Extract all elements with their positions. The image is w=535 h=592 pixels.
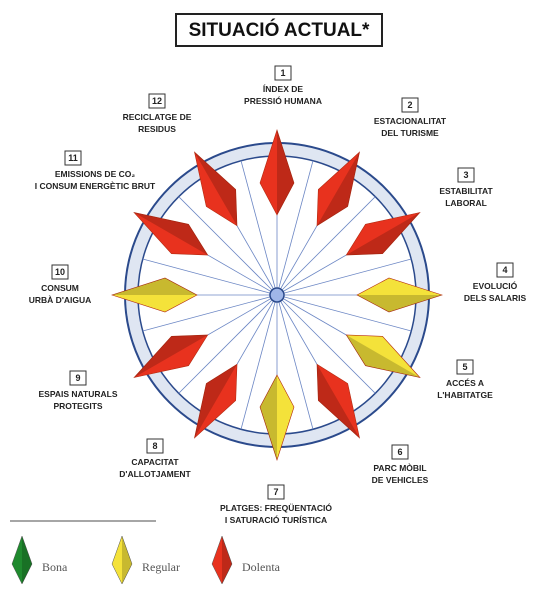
node-label: DE VEHICLES: [372, 475, 429, 485]
node-number: 2: [407, 100, 412, 110]
arrow-shade: [317, 364, 360, 438]
hub: [269, 287, 285, 303]
indicator-arrow: [316, 151, 360, 227]
legend-arrow: [111, 535, 133, 585]
node-label: RESIDUS: [138, 124, 176, 134]
number-box: [148, 93, 166, 109]
node-label: PARC MÒBIL: [373, 462, 426, 473]
indicator-arrow: [316, 363, 360, 439]
spoke: [276, 294, 314, 430]
indicator-arrow: [133, 212, 209, 256]
arrow-shade: [194, 152, 237, 226]
number-box: [274, 65, 292, 81]
compass: [124, 142, 430, 448]
indicator-arrow: [194, 363, 238, 439]
node-number: 8: [152, 441, 157, 451]
node-label: EMISSIONS DE CO₂: [55, 169, 136, 179]
number-box: [391, 444, 409, 460]
node-number: 4: [502, 265, 507, 275]
number-box: [267, 484, 285, 500]
number-box: [51, 264, 69, 280]
spoke: [276, 196, 376, 296]
number-box: [457, 167, 475, 183]
arrow-shade: [346, 212, 420, 255]
legend-shade: [22, 536, 32, 584]
node-label: D'ALLOTJAMENT: [119, 469, 191, 479]
node-label: ACCÉS A: [446, 378, 484, 388]
number-box: [496, 262, 514, 278]
spoke: [178, 294, 278, 394]
legend-shade: [122, 536, 132, 584]
indicator-arrow: [259, 374, 295, 461]
node-number: 3: [463, 170, 468, 180]
indicator-arrow: [111, 277, 198, 313]
node-label: ÍNDEX DE: [263, 84, 303, 94]
spoke: [240, 160, 278, 296]
arrow-shade: [277, 130, 294, 215]
number-box: [69, 370, 87, 386]
node-label: ESPAIS NATURALS: [38, 389, 117, 399]
node-label: DELS SALARIS: [464, 293, 527, 303]
node-label: L'HABITATGE: [437, 390, 493, 400]
number-box: [64, 150, 82, 166]
node-label: I SATURACIÓ TURÍSTICA: [225, 514, 327, 525]
arrow-shade: [357, 295, 442, 312]
node-number: 6: [397, 447, 402, 457]
node-label: LABORAL: [445, 198, 487, 208]
node-label: PROTEGITS: [53, 401, 102, 411]
spoke: [276, 160, 314, 296]
legend-arrow: [211, 535, 233, 585]
spoke: [178, 196, 278, 296]
spoke: [240, 294, 278, 430]
node-label: CONSUM: [41, 283, 79, 293]
node-number: 9: [75, 373, 80, 383]
node-label: ESTABILITAT: [439, 186, 493, 196]
legend-arrow: [11, 535, 33, 585]
legend-label: Bona: [42, 560, 68, 574]
indicator-arrow: [259, 129, 295, 216]
node-label: RECICLATGE DE: [123, 112, 192, 122]
node-label: EVOLUCIÓ: [473, 280, 518, 291]
node-number: 12: [152, 96, 162, 106]
legend-label: Regular: [142, 560, 180, 574]
arrow-shade: [260, 375, 277, 460]
node-label: PRESSIÓ HUMANA: [244, 95, 322, 106]
spoke: [276, 258, 412, 296]
number-box: [401, 97, 419, 113]
arrow-shade: [194, 364, 237, 438]
indicator-arrow: [194, 151, 238, 227]
indicator-arrow: [356, 277, 443, 313]
node-label: CAPACITAT: [131, 457, 179, 467]
spoke: [276, 294, 412, 332]
node-label: DEL TURISME: [381, 128, 439, 138]
arrow-shade: [134, 212, 208, 255]
title: SITUACIÓ ACTUAL*: [189, 19, 370, 41]
title-box: [175, 13, 383, 47]
number-box: [456, 359, 474, 375]
spoke: [142, 294, 278, 332]
node-label: ESTACIONALITAT: [374, 116, 447, 126]
arrow-shade: [134, 335, 208, 378]
node-label: PLATGES: FREQÜENTACIÓ: [220, 502, 332, 513]
node-number: 11: [68, 153, 78, 163]
node-label: URBÀ D'AIGUA: [29, 295, 91, 305]
node-number: 10: [55, 267, 65, 277]
node-number: 1: [280, 68, 285, 78]
node-label: I CONSUM ENERGÈTIC BRUT: [35, 181, 156, 191]
arrow-shade: [112, 278, 197, 295]
legend-shade: [222, 536, 232, 584]
node-number: 5: [462, 362, 467, 372]
indicator-arrow: [345, 334, 421, 378]
spoke: [142, 258, 278, 296]
spoke: [276, 294, 376, 394]
indicator-arrow: [345, 212, 421, 256]
number-box: [146, 438, 164, 454]
node-number: 7: [273, 487, 278, 497]
arrow-shade: [346, 335, 420, 378]
legend-label: Dolenta: [242, 560, 281, 574]
indicator-arrow: [133, 334, 209, 378]
arrow-shade: [317, 152, 360, 226]
